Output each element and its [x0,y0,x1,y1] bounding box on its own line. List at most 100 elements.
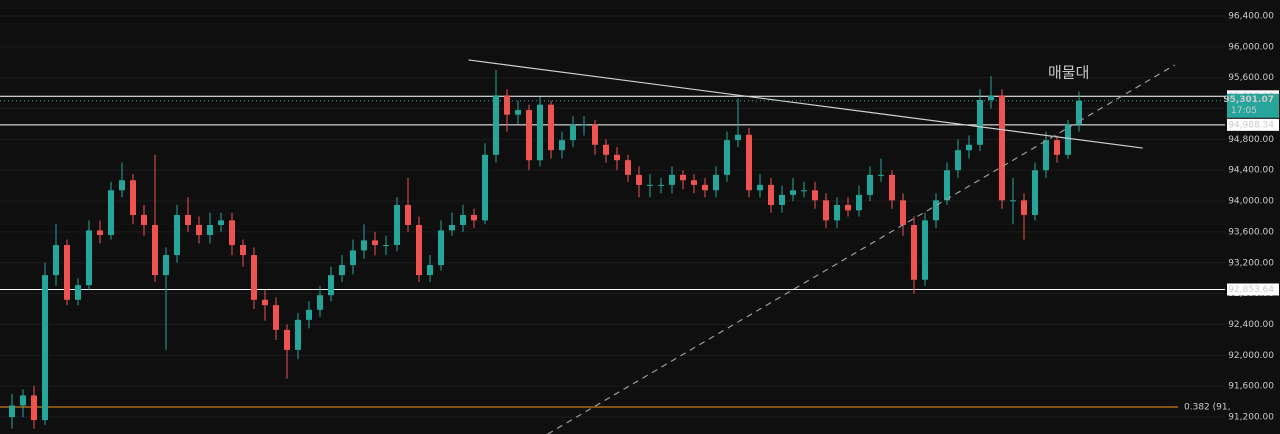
candle-body [317,295,323,310]
candle-body [152,224,158,276]
candle-body [438,230,444,266]
candle-body [64,245,70,300]
candle-body [284,329,290,350]
candle-body [383,245,389,247]
candle-body [823,200,829,221]
candle-body [416,224,422,276]
candle-body [218,220,224,225]
candle-body [394,204,400,246]
y-tick-label: 94,400.00 [1228,166,1274,176]
candle-body [1076,100,1082,125]
candle-body [504,95,510,115]
candle-body [273,305,279,330]
candle-body [680,174,686,181]
candle-body [141,214,147,225]
candle-body [493,95,499,155]
candle-body [53,245,59,276]
candle-body [834,204,840,221]
candle-body [350,250,356,266]
candle-body [625,160,631,175]
candle-body [339,265,345,276]
candle-body [878,174,884,176]
candle-body [779,194,785,205]
candle-body [746,134,752,191]
candle-body [691,180,697,185]
candle-body [328,275,334,296]
y-tick-label: 94,800.00 [1228,135,1274,145]
candle-body [801,190,807,192]
candle-body [361,240,367,251]
candle-body [1010,200,1016,202]
y-tick-label: 91,600.00 [1228,382,1274,392]
candle-body [108,190,114,236]
candle-body [988,95,994,101]
last-price-tag [1227,93,1279,118]
candle-body [933,200,939,221]
candle-body [9,405,15,418]
candle-body [647,184,653,186]
candle-body [449,224,455,231]
y-tick-label: 92,400.00 [1228,320,1274,330]
candle-body [119,180,125,191]
level-tag [1227,283,1279,296]
candle-body [31,395,37,421]
candle-body [1054,140,1060,155]
candle-body [372,240,378,246]
candle-body [713,174,719,191]
y-tick-label: 93,600.00 [1228,227,1274,237]
level-label: 0.382 (91, [1184,403,1230,413]
candle-body [174,214,180,256]
y-tick-label: 92,000.00 [1228,351,1274,361]
candle-body [922,220,928,280]
candle-body [75,285,81,300]
candle-body [768,184,774,205]
candle-body [86,230,92,286]
candle-body [867,174,873,195]
candle-body [812,190,818,201]
candle-body [207,224,213,236]
candle-body [97,230,103,236]
candle-body [911,224,917,280]
candle-body [537,104,543,161]
candle-body [42,275,48,421]
y-tick-label: 94,000.00 [1228,197,1274,207]
level-label: 92,853.64 [1228,285,1274,295]
candle-body [526,110,532,161]
candle-body [405,204,411,225]
y-tick-label: 96,000.00 [1228,42,1274,52]
candle-body [251,255,257,300]
candle-body [1021,200,1027,215]
candle-body [295,319,301,350]
candle-body [1065,124,1071,155]
y-tick-label: 91,200.00 [1228,413,1274,423]
candle-body [570,124,576,141]
candle-body [790,190,796,195]
candle-body [163,255,169,276]
candle-body [603,144,609,155]
candle-body [581,124,587,126]
y-tick-label: 96,400.00 [1228,11,1274,21]
candle-body [757,184,763,191]
candle-body [636,174,642,185]
candle-body [130,180,136,215]
candle-body [548,104,554,151]
candle-body [614,154,620,161]
candle-body [856,194,862,211]
candle-body [1043,140,1049,171]
candle-body [229,220,235,246]
candle-body [427,265,433,276]
candle-body [966,144,972,151]
level-label: 94,988.34 [1228,120,1274,130]
candle-body [669,174,675,185]
candle-body [944,170,950,201]
candle-body [845,204,851,211]
candle-body [20,395,26,406]
trendline [547,64,1176,434]
candle-body [240,245,246,256]
candle-body [559,140,565,151]
candle-body [460,214,466,225]
candle-body [735,134,741,141]
candle-body [900,200,906,225]
